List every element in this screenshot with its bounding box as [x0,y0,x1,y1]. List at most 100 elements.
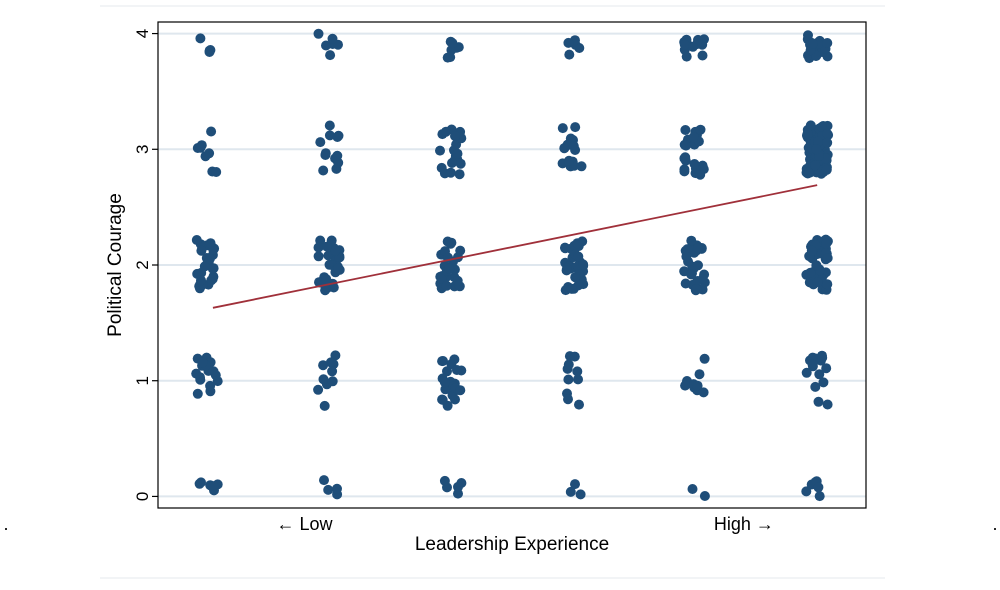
point-x5-y3 [695,124,706,135]
point-x1-y3 [206,126,217,137]
y-tick-label-3: 3 [133,145,152,154]
point-x4-y3 [557,123,568,134]
frame-left-mark: . [3,514,8,534]
point-x2-y4 [325,50,336,61]
point-x1-y0 [196,477,206,488]
point-x3-y2 [442,236,453,247]
point-x3-y1 [437,394,448,405]
point-x5-y2 [680,278,691,289]
point-x2-y2 [322,241,332,252]
frame-right-mark: . [992,514,997,534]
point-x6-y3 [821,164,832,175]
point-x6-y3 [803,167,814,178]
point-x6-y2 [806,245,817,256]
gridlines [158,32,866,498]
labels: Leadership Experience Political Courage … [3,29,997,555]
point-x2-y2 [330,245,341,256]
point-x1-y3 [195,142,206,153]
point-x3-y3 [447,158,457,168]
point-x3-y3 [441,126,451,137]
point-x2-y3 [315,137,326,148]
point-x6-y3 [810,160,821,171]
point-x4-y2 [573,251,584,262]
point-x6-y3 [816,122,827,132]
point-x5-y4 [687,41,698,52]
point-x4-y1 [573,374,583,385]
fit-line-group [212,184,818,309]
point-x2-y3 [324,130,335,141]
point-x2-y1 [327,366,338,377]
point-x3-y1 [439,377,450,388]
point-x6-y2 [822,279,833,290]
point-x6-y1 [807,359,818,370]
point-x6-y2 [822,253,833,263]
point-x4-y2 [566,283,577,294]
point-x2-y3 [332,150,343,161]
point-x5-y2 [682,244,693,255]
point-x1-y2 [207,263,218,274]
point-x4-y3 [570,122,581,133]
point-x4-y1 [563,374,574,385]
point-x2-y0 [323,484,334,495]
point-x2-y2 [321,274,332,285]
point-x4-y4 [563,37,574,48]
point-x2-y1 [327,376,338,387]
fit-line [212,184,818,309]
point-x3-y3 [452,148,463,159]
point-x5-y2 [693,242,703,253]
point-x3-y3 [450,131,460,141]
point-x6-y1 [813,396,824,407]
point-x6-y1 [814,369,825,380]
point-x1-y2 [205,238,216,249]
y-tick-label-2: 2 [133,260,152,269]
point-x6-y1 [810,381,821,392]
point-x4-y1 [563,359,574,370]
point-x4-y1 [574,399,584,410]
point-x3-y4 [442,52,453,63]
point-x6-y2 [805,267,816,278]
point-x1-y1 [197,357,208,368]
point-x5-y3 [680,152,691,163]
point-x6-y2 [811,260,822,271]
point-x6-y2 [821,238,832,249]
point-x3-y2 [452,275,463,286]
point-x2-y2 [328,282,339,293]
point-x6-y2 [812,277,823,288]
point-x1-y4 [195,33,206,44]
point-x3-y1 [437,356,448,367]
point-x5-y2 [681,251,692,262]
y-tick-label-1: 1 [133,376,152,385]
point-x5-y4 [679,39,690,50]
point-x6-y1 [822,399,833,410]
point-x2-y1 [318,360,329,371]
point-x6-y1 [801,367,812,378]
point-x5-y2 [691,284,702,295]
point-x2-y2 [313,242,324,253]
point-x2-y0 [332,483,342,494]
point-x5-y3 [689,159,700,169]
point-x3-y3 [454,169,465,180]
point-x1-y1 [192,388,203,399]
point-x5-y1 [694,369,705,380]
x-annotation-low: ← Low [276,514,333,534]
point-x5-y1 [699,353,710,364]
point-x2-y4 [313,28,324,39]
point-x3-y2 [436,274,447,284]
point-x5-y3 [681,140,691,151]
point-x4-y0 [570,479,580,490]
point-x5-y1 [680,380,691,391]
point-x2-y1 [318,374,329,385]
point-x6-y3 [822,128,833,139]
point-x1-y4 [205,45,216,55]
y-tick-label-0: 0 [133,492,152,501]
point-x5-y0 [687,484,698,494]
point-x5-y0 [699,491,710,501]
point-x6-y1 [817,352,828,363]
point-x2-y3 [332,132,343,142]
point-x3-y3 [435,145,445,156]
y-tick-label-4: 4 [133,29,152,38]
point-x5-y4 [697,50,708,61]
point-x3-y2 [455,245,466,256]
point-x3-y3 [445,167,456,178]
y-axis-title: Political Courage [105,193,126,337]
